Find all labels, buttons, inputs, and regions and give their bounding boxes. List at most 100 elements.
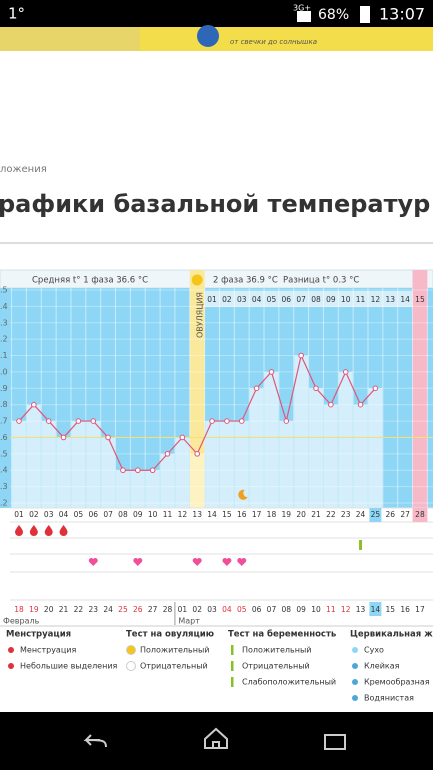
day-bar — [190, 453, 205, 511]
luteal-day: 11 — [356, 295, 366, 304]
day-bar — [219, 421, 234, 511]
legend-icon — [352, 663, 358, 669]
day-bar — [234, 421, 249, 511]
intercourse-heart — [222, 558, 232, 566]
period-column — [412, 270, 428, 511]
ovulation-dot — [191, 274, 203, 286]
cycle-day: 27 — [400, 510, 410, 519]
month-label: Февраль — [3, 617, 40, 626]
day-bar — [205, 421, 219, 511]
temp-point — [357, 401, 364, 408]
day-bar — [353, 404, 368, 511]
legend-item: Положительный — [140, 646, 209, 655]
cycle-day: 05 — [74, 510, 84, 519]
legend-item: Водянистая — [364, 694, 414, 703]
day-bar — [338, 371, 353, 511]
date: 16 — [400, 605, 410, 614]
luteal-day: 10 — [341, 295, 351, 304]
y-tick-label: .5 — [0, 286, 8, 295]
legend-icon — [231, 645, 234, 655]
date: 28 — [163, 605, 173, 614]
cycle-day: 03 — [44, 510, 54, 519]
luteal-day: 03 — [237, 295, 247, 304]
menstruation-drop — [59, 525, 68, 536]
menstruation-drop — [15, 525, 23, 536]
legend-item: Кремообразная — [364, 678, 430, 687]
luteal-day: 06 — [282, 295, 292, 304]
y-tick-label: .2 — [0, 499, 8, 508]
date: 26 — [133, 605, 143, 614]
y-tick-label: .0 — [0, 367, 8, 376]
banner-text: от свечки до солнышка — [230, 38, 317, 46]
temp-point — [164, 451, 171, 457]
temp-point — [179, 434, 186, 441]
date: 19 — [29, 605, 39, 614]
page-title: рафики базальной температур — [0, 190, 430, 218]
today-highlight — [369, 508, 382, 522]
date: 12 — [341, 605, 351, 614]
banner-pic — [197, 25, 219, 47]
date: 18 — [14, 605, 24, 614]
day-bar — [309, 388, 323, 511]
legend-title: Цервикальная жидк — [350, 630, 433, 640]
day-bar — [175, 437, 190, 511]
date: 10 — [311, 605, 321, 614]
intercourse-heart — [192, 558, 202, 566]
date: 23 — [88, 605, 98, 614]
recent-button[interactable] — [324, 734, 346, 750]
legend-item: Сухо — [364, 646, 384, 655]
date: 04 — [222, 605, 232, 614]
menstruation-drop — [29, 525, 38, 536]
legend-icon — [126, 661, 136, 671]
temp-point — [283, 418, 290, 424]
day-bar — [56, 437, 71, 511]
temp-point — [238, 418, 245, 424]
cycle-day: 13 — [192, 510, 202, 519]
back-button[interactable] — [83, 734, 107, 748]
breadcrumb[interactable]: ложения — [0, 164, 47, 175]
phase2-average: 2 фаза 36.9 °C — [213, 276, 278, 286]
legend-title: Тест на беременность — [228, 629, 336, 640]
temp-point — [342, 369, 349, 375]
luteal-day: 12 — [371, 295, 381, 304]
cycle-day: 12 — [178, 510, 188, 519]
month-label: Март — [178, 617, 200, 626]
y-tick-label: .9 — [0, 384, 8, 393]
temp-point — [16, 418, 22, 424]
cycle-day: 21 — [311, 510, 321, 519]
day-bar — [249, 388, 264, 511]
temp-point — [120, 467, 126, 474]
home-button[interactable] — [204, 727, 228, 749]
cycle-day: 24 — [356, 510, 366, 519]
legend-icon — [126, 645, 136, 655]
temp-point — [298, 352, 304, 359]
signal-icon — [297, 11, 311, 22]
legend-item: Менструация — [20, 646, 76, 655]
moon-icon — [238, 489, 248, 500]
y-tick-label: .1 — [0, 351, 8, 360]
legend-area — [0, 625, 433, 712]
bottom-area — [0, 508, 433, 620]
status-temp: 1° — [8, 5, 25, 23]
y-tick-label: .2 — [0, 335, 8, 344]
date: 08 — [282, 605, 292, 614]
battery-icon — [360, 6, 370, 23]
temp-point — [90, 418, 97, 424]
legend-icon — [8, 647, 14, 653]
date: 06 — [252, 605, 262, 614]
date: 21 — [59, 605, 69, 614]
temp-point — [372, 385, 379, 392]
legend-icon — [231, 661, 234, 671]
cycle-day: 07 — [103, 510, 113, 519]
menstruation-drop — [44, 525, 53, 536]
cycle-day: 10 — [148, 510, 158, 519]
y-tick-label: .8 — [0, 400, 8, 409]
temp-point — [60, 434, 67, 441]
day-bar — [26, 404, 41, 511]
cycle-day: 15 — [222, 510, 232, 519]
cycle-day: 09 — [133, 510, 143, 519]
temp-point — [313, 385, 319, 392]
date: 11 — [326, 605, 336, 614]
date: 17 — [415, 605, 425, 614]
